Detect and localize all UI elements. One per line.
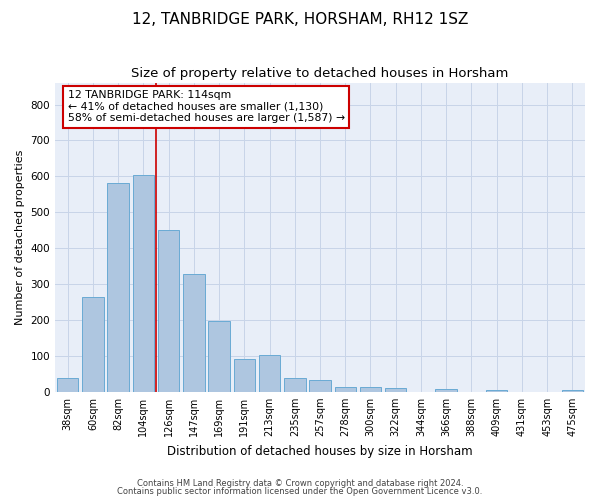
Bar <box>360 387 381 392</box>
Bar <box>309 380 331 392</box>
Bar <box>233 360 255 392</box>
Bar <box>436 389 457 392</box>
Bar <box>486 390 508 392</box>
Bar <box>133 176 154 392</box>
Bar <box>183 274 205 392</box>
X-axis label: Distribution of detached houses by size in Horsham: Distribution of detached houses by size … <box>167 444 473 458</box>
Bar <box>57 378 79 392</box>
Bar <box>158 230 179 392</box>
Bar <box>284 378 305 392</box>
Text: 12, TANBRIDGE PARK, HORSHAM, RH12 1SZ: 12, TANBRIDGE PARK, HORSHAM, RH12 1SZ <box>132 12 468 28</box>
Bar <box>107 182 129 392</box>
Text: Contains HM Land Registry data © Crown copyright and database right 2024.: Contains HM Land Registry data © Crown c… <box>137 478 463 488</box>
Bar <box>208 322 230 392</box>
Bar <box>259 355 280 392</box>
Bar <box>562 390 583 392</box>
Title: Size of property relative to detached houses in Horsham: Size of property relative to detached ho… <box>131 68 509 80</box>
Bar <box>82 296 104 392</box>
Bar <box>335 387 356 392</box>
Text: Contains public sector information licensed under the Open Government Licence v3: Contains public sector information licen… <box>118 487 482 496</box>
Bar <box>385 388 406 392</box>
Text: 12 TANBRIDGE PARK: 114sqm
← 41% of detached houses are smaller (1,130)
58% of se: 12 TANBRIDGE PARK: 114sqm ← 41% of detac… <box>68 90 345 124</box>
Y-axis label: Number of detached properties: Number of detached properties <box>15 150 25 325</box>
